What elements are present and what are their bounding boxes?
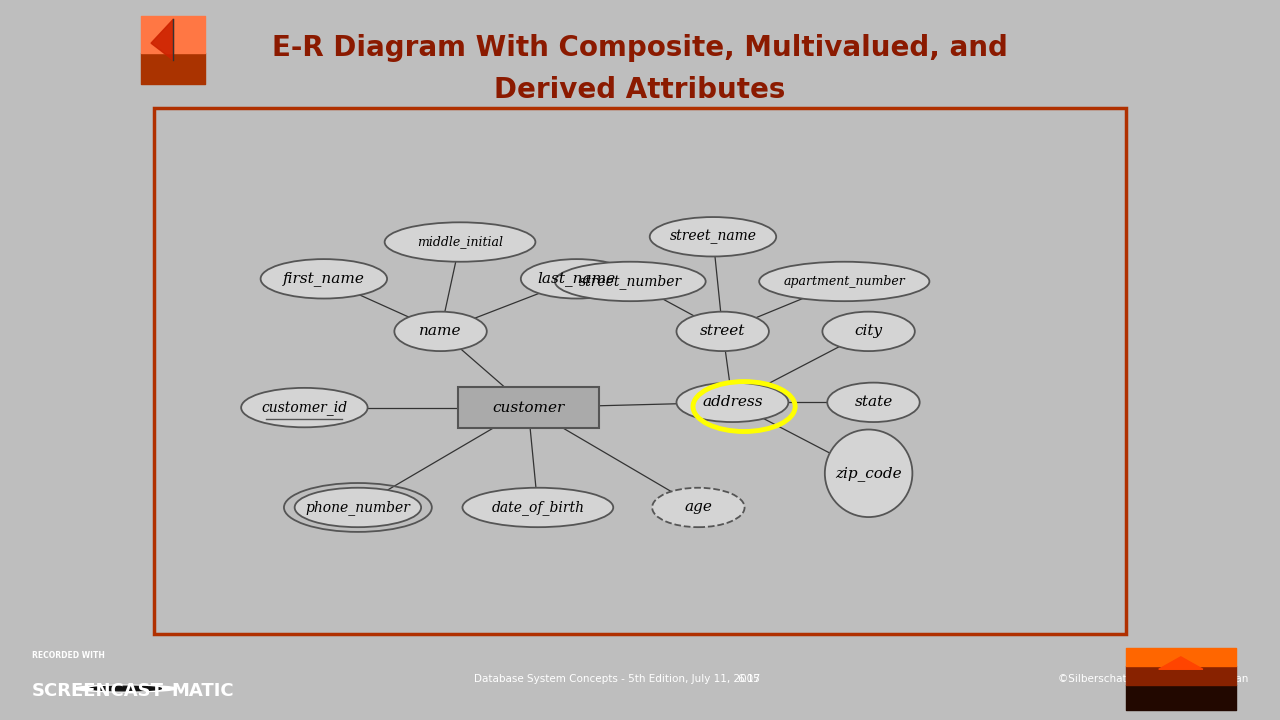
- Polygon shape: [1158, 657, 1203, 670]
- Text: city: city: [855, 325, 883, 338]
- Text: phone_number: phone_number: [306, 500, 411, 515]
- Ellipse shape: [261, 259, 387, 299]
- Text: 6.17: 6.17: [737, 674, 760, 683]
- Text: Derived Attributes: Derived Attributes: [494, 76, 786, 104]
- Ellipse shape: [759, 262, 929, 301]
- Text: street_number: street_number: [579, 274, 682, 289]
- Text: ©Silberschatz, Korth and Sudarshan: ©Silberschatz, Korth and Sudarshan: [1057, 674, 1248, 683]
- Ellipse shape: [823, 312, 915, 351]
- Ellipse shape: [824, 430, 913, 517]
- Text: street: street: [700, 325, 745, 338]
- Circle shape: [90, 686, 161, 691]
- Ellipse shape: [241, 388, 367, 427]
- Polygon shape: [151, 19, 174, 60]
- Circle shape: [74, 685, 177, 692]
- Ellipse shape: [462, 487, 613, 527]
- Ellipse shape: [827, 382, 920, 422]
- FancyBboxPatch shape: [458, 387, 599, 428]
- Text: name: name: [420, 325, 462, 338]
- Text: Database System Concepts - 5th Edition, July 11, 2005: Database System Concepts - 5th Edition, …: [474, 674, 759, 683]
- Ellipse shape: [385, 222, 535, 262]
- Text: age: age: [685, 500, 712, 515]
- Text: address: address: [703, 395, 763, 410]
- Text: SCREENCAST: SCREENCAST: [32, 682, 164, 700]
- Text: customer: customer: [492, 400, 564, 415]
- Text: middle_initial: middle_initial: [417, 235, 503, 248]
- Ellipse shape: [677, 382, 788, 422]
- Text: RECORDED WITH: RECORDED WITH: [32, 651, 105, 660]
- Text: E-R Diagram With Composite, Multivalued, and: E-R Diagram With Composite, Multivalued,…: [273, 35, 1007, 62]
- Ellipse shape: [677, 312, 769, 351]
- Ellipse shape: [294, 487, 421, 527]
- Ellipse shape: [394, 312, 486, 351]
- Ellipse shape: [650, 217, 776, 256]
- Text: apartment_number: apartment_number: [783, 275, 905, 288]
- Text: state: state: [854, 395, 892, 410]
- Text: MATIC: MATIC: [172, 682, 234, 700]
- Text: last_name: last_name: [538, 271, 616, 287]
- Text: customer_id: customer_id: [261, 400, 347, 415]
- Text: street_name: street_name: [669, 230, 756, 244]
- Ellipse shape: [556, 262, 705, 301]
- Text: date_of_birth: date_of_birth: [492, 500, 585, 515]
- Text: zip_code: zip_code: [836, 466, 902, 481]
- Ellipse shape: [653, 487, 745, 527]
- Ellipse shape: [521, 259, 632, 299]
- Text: first_name: first_name: [283, 271, 365, 287]
